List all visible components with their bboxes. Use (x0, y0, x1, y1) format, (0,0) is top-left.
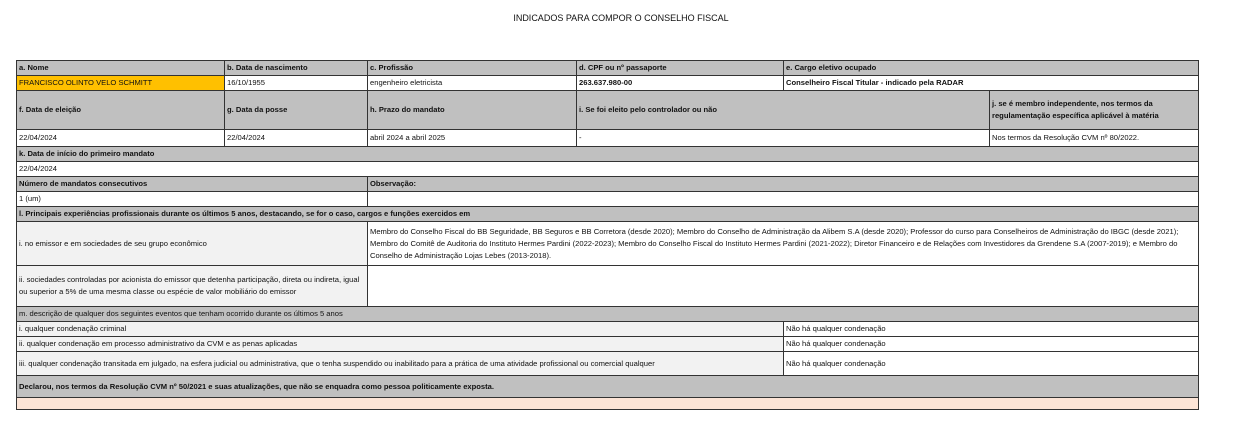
page-title: INDICADOS PARA COMPOR O CONSELHO FISCAL (513, 13, 729, 23)
experience-item-label: ii. sociedades controladas por acionista… (16, 265, 368, 307)
name-label: a. Nome (16, 60, 225, 76)
election-date-value: 22/04/2024 (16, 129, 225, 147)
cpf-label: d. CPF ou nº passaporte (576, 60, 784, 76)
first-term-label: k. Data de início do primeiro mandato (16, 146, 1199, 162)
inauguration-date-value: 22/04/2024 (224, 129, 368, 147)
footer-row (16, 397, 1199, 410)
experience-item-value (367, 265, 1199, 307)
observation-value (367, 191, 1199, 207)
independent-label: j. se é membro independente, nos termos … (989, 90, 1199, 130)
terms-count-value: 1 (um) (16, 191, 368, 207)
inauguration-date-label: g. Data da posse (224, 90, 368, 130)
birthdate-label: b. Data de nascimento (224, 60, 368, 76)
term-label: h. Prazo do mandato (367, 90, 577, 130)
experience-item-label: i. no emissor e em sociedades de seu gru… (16, 221, 368, 266)
event-item-value: Não há qualquer condenação (783, 336, 1199, 352)
event-item-value: Não há qualquer condenação (783, 351, 1199, 376)
independent-value: Nos termos da Resolução CVM nº 80/2022. (989, 129, 1199, 147)
declaration: Declarou, nos termos da Resolução CVM nº… (16, 375, 1199, 398)
name-value: FRANCISCO OLINTO VELO SCHMITT (16, 75, 225, 91)
event-item-label: ii. qualquer condenação em processo admi… (16, 336, 784, 352)
position-value: Conselheiro Fiscal Titular - indicado pe… (783, 75, 1199, 91)
first-term-value: 22/04/2024 (16, 161, 1199, 177)
controller-value: - (576, 129, 990, 147)
terms-count-label: Número de mandatos consecutivos (16, 176, 368, 192)
term-value: abril 2024 a abril 2025 (367, 129, 577, 147)
birthdate-value: 16/10/1955 (224, 75, 368, 91)
candidate-table: a. Nome b. Data de nascimento c. Profiss… (16, 60, 1199, 410)
profession-label: c. Profissão (367, 60, 577, 76)
event-item-label: i. qualquer condenação criminal (16, 321, 784, 337)
event-item-label: iii. qualquer condenação transitada em j… (16, 351, 784, 376)
cpf-value: 263.637.980-00 (576, 75, 784, 91)
controller-label: i. Se foi eleito pelo controlador ou não (576, 90, 990, 130)
events-label: m. descrição de qualquer dos seguintes e… (16, 306, 1199, 322)
position-label: e. Cargo eletivo ocupado (783, 60, 1199, 76)
event-item-value: Não há qualquer condenação (783, 321, 1199, 337)
observation-label: Observação: (367, 176, 1199, 192)
election-date-label: f. Data de eleição (16, 90, 225, 130)
profession-value: engenheiro eletricista (367, 75, 577, 91)
experience-item-value: Membro do Conselho Fiscal do BB Segurida… (367, 221, 1199, 266)
experience-label: l. Principais experiências profissionais… (16, 206, 1199, 222)
